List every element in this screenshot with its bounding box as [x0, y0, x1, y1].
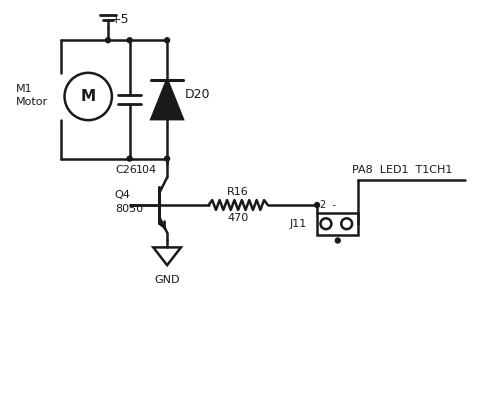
Text: M1: M1 — [16, 83, 33, 94]
Text: J11: J11 — [289, 219, 307, 229]
Circle shape — [127, 156, 132, 161]
Polygon shape — [151, 80, 183, 119]
Text: Q4: Q4 — [115, 190, 131, 200]
Text: C26: C26 — [116, 166, 137, 175]
Text: 470: 470 — [228, 213, 249, 223]
Text: GND: GND — [154, 275, 180, 285]
Polygon shape — [153, 247, 181, 265]
Circle shape — [165, 156, 170, 161]
Text: D20: D20 — [185, 88, 210, 101]
Circle shape — [315, 202, 319, 207]
Text: Motor: Motor — [16, 97, 48, 108]
Circle shape — [335, 238, 340, 243]
Bar — [317, 213, 358, 235]
Text: 2  -: 2 - — [320, 200, 336, 210]
Circle shape — [105, 38, 110, 43]
Circle shape — [165, 38, 170, 43]
Text: M: M — [80, 89, 96, 104]
Text: 104: 104 — [136, 166, 157, 175]
Text: R16: R16 — [227, 187, 249, 197]
Circle shape — [127, 38, 132, 43]
Text: +5: +5 — [111, 13, 129, 26]
Text: PA8  LED1  T1CH1: PA8 LED1 T1CH1 — [352, 166, 452, 175]
Text: 8050: 8050 — [115, 204, 143, 214]
